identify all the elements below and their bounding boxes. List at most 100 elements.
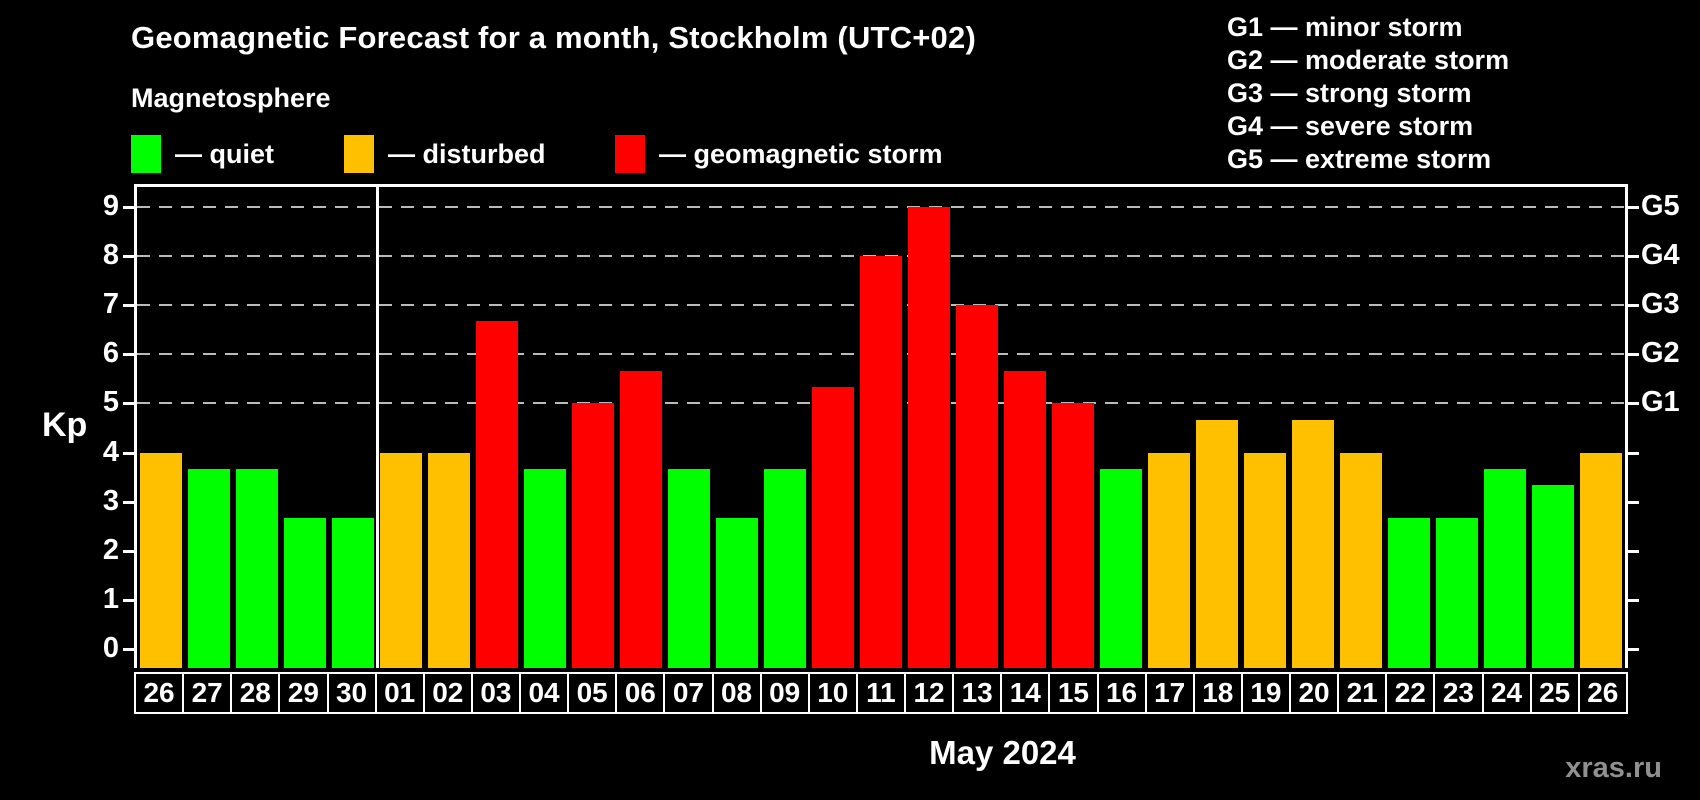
y-tick-left-1 (123, 598, 134, 602)
date-cell: 02 (422, 672, 473, 714)
storm-color-swatch (615, 135, 645, 173)
kp-bar (1435, 517, 1478, 668)
kp-bar (236, 468, 278, 668)
kp-bar (1244, 452, 1286, 668)
plot-area: 0 1 2 3 4 5 6 7 8 9 G1 G2 G3 G4 G5 (103, 184, 1680, 668)
chart-title: Geomagnetic Forecast for a month, Stockh… (131, 20, 976, 55)
date-cell: 04 (519, 672, 570, 714)
g-level-label-g4: G4 (1641, 239, 1680, 272)
kp-bar (668, 468, 710, 668)
kp-bar (476, 321, 518, 668)
kp-bar (1340, 452, 1382, 668)
kp-bar (1580, 452, 1622, 668)
y-tick-left-9 (123, 206, 134, 210)
g-legend-line-g4: G4 — severe storm (1227, 111, 1474, 141)
kp-bar (812, 387, 854, 668)
date-cell: 23 (1433, 672, 1484, 714)
date-cell: 06 (615, 672, 666, 714)
date-cell: 03 (470, 672, 521, 714)
date-cell: 27 (182, 672, 233, 714)
x-axis-label: May 2024 (929, 734, 1076, 771)
kp-bar (1100, 468, 1142, 668)
y-tick-left-5 (123, 402, 134, 406)
date-cell: 16 (1096, 672, 1147, 714)
y-tick-right-3 (1628, 500, 1639, 504)
y-tick-right-1 (1628, 598, 1639, 602)
y-tick-label-4: 4 (102, 435, 119, 468)
y-tick-left-3 (123, 500, 134, 504)
g-scale-legend: G1 — minor storm G2 — moderate storm G3 … (1227, 11, 1509, 176)
date-cell: 09 (759, 672, 810, 714)
date-cell: 17 (1144, 672, 1195, 714)
y-tick-right-7 (1628, 304, 1639, 308)
g-legend-line-g5: G5 — extreme storm (1227, 144, 1492, 174)
kp-bar (284, 517, 326, 668)
y-tick-right-0 (1628, 647, 1639, 651)
y-tick-left-0 (123, 647, 134, 651)
y-tick-label-2: 2 (102, 533, 119, 566)
g-legend-line-g3: G3 — strong storm (1227, 78, 1472, 108)
date-cell: 13 (952, 672, 1003, 714)
y-tick-label-6: 6 (102, 337, 119, 370)
date-cell: 05 (567, 672, 618, 714)
date-axis: 26 27 28 29 30 01 02 03 04 05 06 07 08 09 10 11 12 13 14 15… (134, 672, 1628, 714)
y-tick-left-8 (123, 255, 134, 259)
kp-bar (1292, 419, 1334, 668)
date-cell: 14 (1000, 672, 1051, 714)
kp-bar (1196, 419, 1238, 668)
date-cell: 15 (1048, 672, 1099, 714)
y-tick-right-9 (1628, 206, 1639, 210)
kp-bar (1484, 468, 1526, 668)
legend-item-storm: — geomagnetic storm (615, 134, 943, 174)
y-tick-label-0: 0 (102, 631, 119, 664)
kp-bar (380, 452, 422, 668)
y-tick-right-5 (1628, 402, 1639, 406)
kp-bar (140, 452, 182, 668)
legend-item-disturbed: — disturbed (344, 134, 546, 174)
legend-label-disturbed: — disturbed (388, 138, 546, 169)
kp-bar (524, 468, 566, 668)
kp-bar (860, 256, 902, 668)
y-tick-label-1: 1 (102, 582, 119, 615)
kp-bar (764, 468, 806, 668)
y-tick-label-9: 9 (102, 190, 119, 223)
kp-bar (1004, 370, 1046, 668)
y-axis-label: Kp (42, 406, 88, 444)
date-cell: 29 (278, 672, 329, 714)
kp-bar (332, 517, 374, 668)
y-tick-right-6 (1628, 353, 1639, 357)
y-tick-left-7 (123, 304, 134, 308)
date-cell: 30 (326, 672, 377, 714)
kp-bar (572, 403, 614, 668)
kp-bar (428, 452, 470, 668)
y-tick-label-8: 8 (102, 239, 119, 272)
date-cell: 01 (374, 672, 425, 714)
date-cell: 26 (1577, 672, 1628, 714)
legend-label-quiet: — quiet (175, 138, 274, 169)
kp-bar (908, 207, 950, 668)
date-cell: 19 (1240, 672, 1291, 714)
legend-item-quiet: — quiet (131, 134, 274, 174)
kp-bar (188, 468, 230, 668)
magnetosphere-label: Magnetosphere (131, 83, 331, 113)
date-cell: 10 (807, 672, 858, 714)
legend-label-storm: — geomagnetic storm (659, 138, 943, 169)
date-cell: 18 (1192, 672, 1243, 714)
date-cell: 25 (1529, 672, 1580, 714)
y-tick-label-3: 3 (102, 484, 119, 517)
kp-bar (1148, 452, 1190, 668)
y-tick-right-2 (1628, 549, 1639, 553)
kp-bar (716, 517, 758, 668)
y-tick-right-4 (1628, 451, 1639, 455)
g-legend-line-g2: G2 — moderate storm (1227, 45, 1510, 75)
date-cell: 22 (1385, 672, 1436, 714)
kp-bar (1388, 517, 1430, 668)
kp-bar (620, 370, 662, 668)
y-tick-right-8 (1628, 255, 1639, 259)
date-cell: 20 (1289, 672, 1340, 714)
g-level-label-g3: G3 (1641, 288, 1680, 321)
kp-gridline-8 (137, 255, 1625, 258)
date-cell: 12 (904, 672, 955, 714)
watermark: xras.ru (1565, 752, 1662, 784)
date-cell: 11 (855, 672, 906, 714)
